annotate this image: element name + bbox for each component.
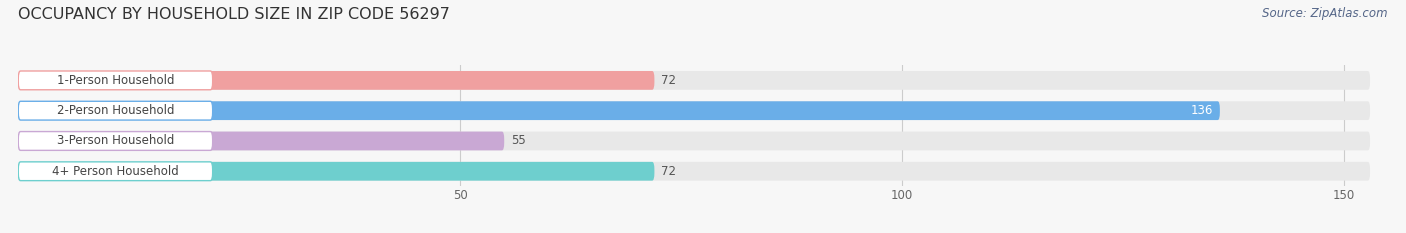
Text: Source: ZipAtlas.com: Source: ZipAtlas.com <box>1263 7 1388 20</box>
FancyBboxPatch shape <box>18 162 654 181</box>
FancyBboxPatch shape <box>18 71 1369 90</box>
Text: 4+ Person Household: 4+ Person Household <box>52 165 179 178</box>
Text: 72: 72 <box>661 74 676 87</box>
FancyBboxPatch shape <box>18 132 505 150</box>
Text: 55: 55 <box>512 134 526 147</box>
FancyBboxPatch shape <box>18 101 1369 120</box>
FancyBboxPatch shape <box>18 71 654 90</box>
Text: 2-Person Household: 2-Person Household <box>56 104 174 117</box>
Text: OCCUPANCY BY HOUSEHOLD SIZE IN ZIP CODE 56297: OCCUPANCY BY HOUSEHOLD SIZE IN ZIP CODE … <box>18 7 450 22</box>
FancyBboxPatch shape <box>18 132 1369 150</box>
Text: 3-Person Household: 3-Person Household <box>56 134 174 147</box>
FancyBboxPatch shape <box>18 101 1220 120</box>
FancyBboxPatch shape <box>18 132 212 150</box>
FancyBboxPatch shape <box>18 101 212 120</box>
FancyBboxPatch shape <box>18 162 1369 181</box>
Text: 72: 72 <box>661 165 676 178</box>
Text: 1-Person Household: 1-Person Household <box>56 74 174 87</box>
Text: 136: 136 <box>1191 104 1213 117</box>
FancyBboxPatch shape <box>18 71 212 90</box>
FancyBboxPatch shape <box>18 162 212 181</box>
